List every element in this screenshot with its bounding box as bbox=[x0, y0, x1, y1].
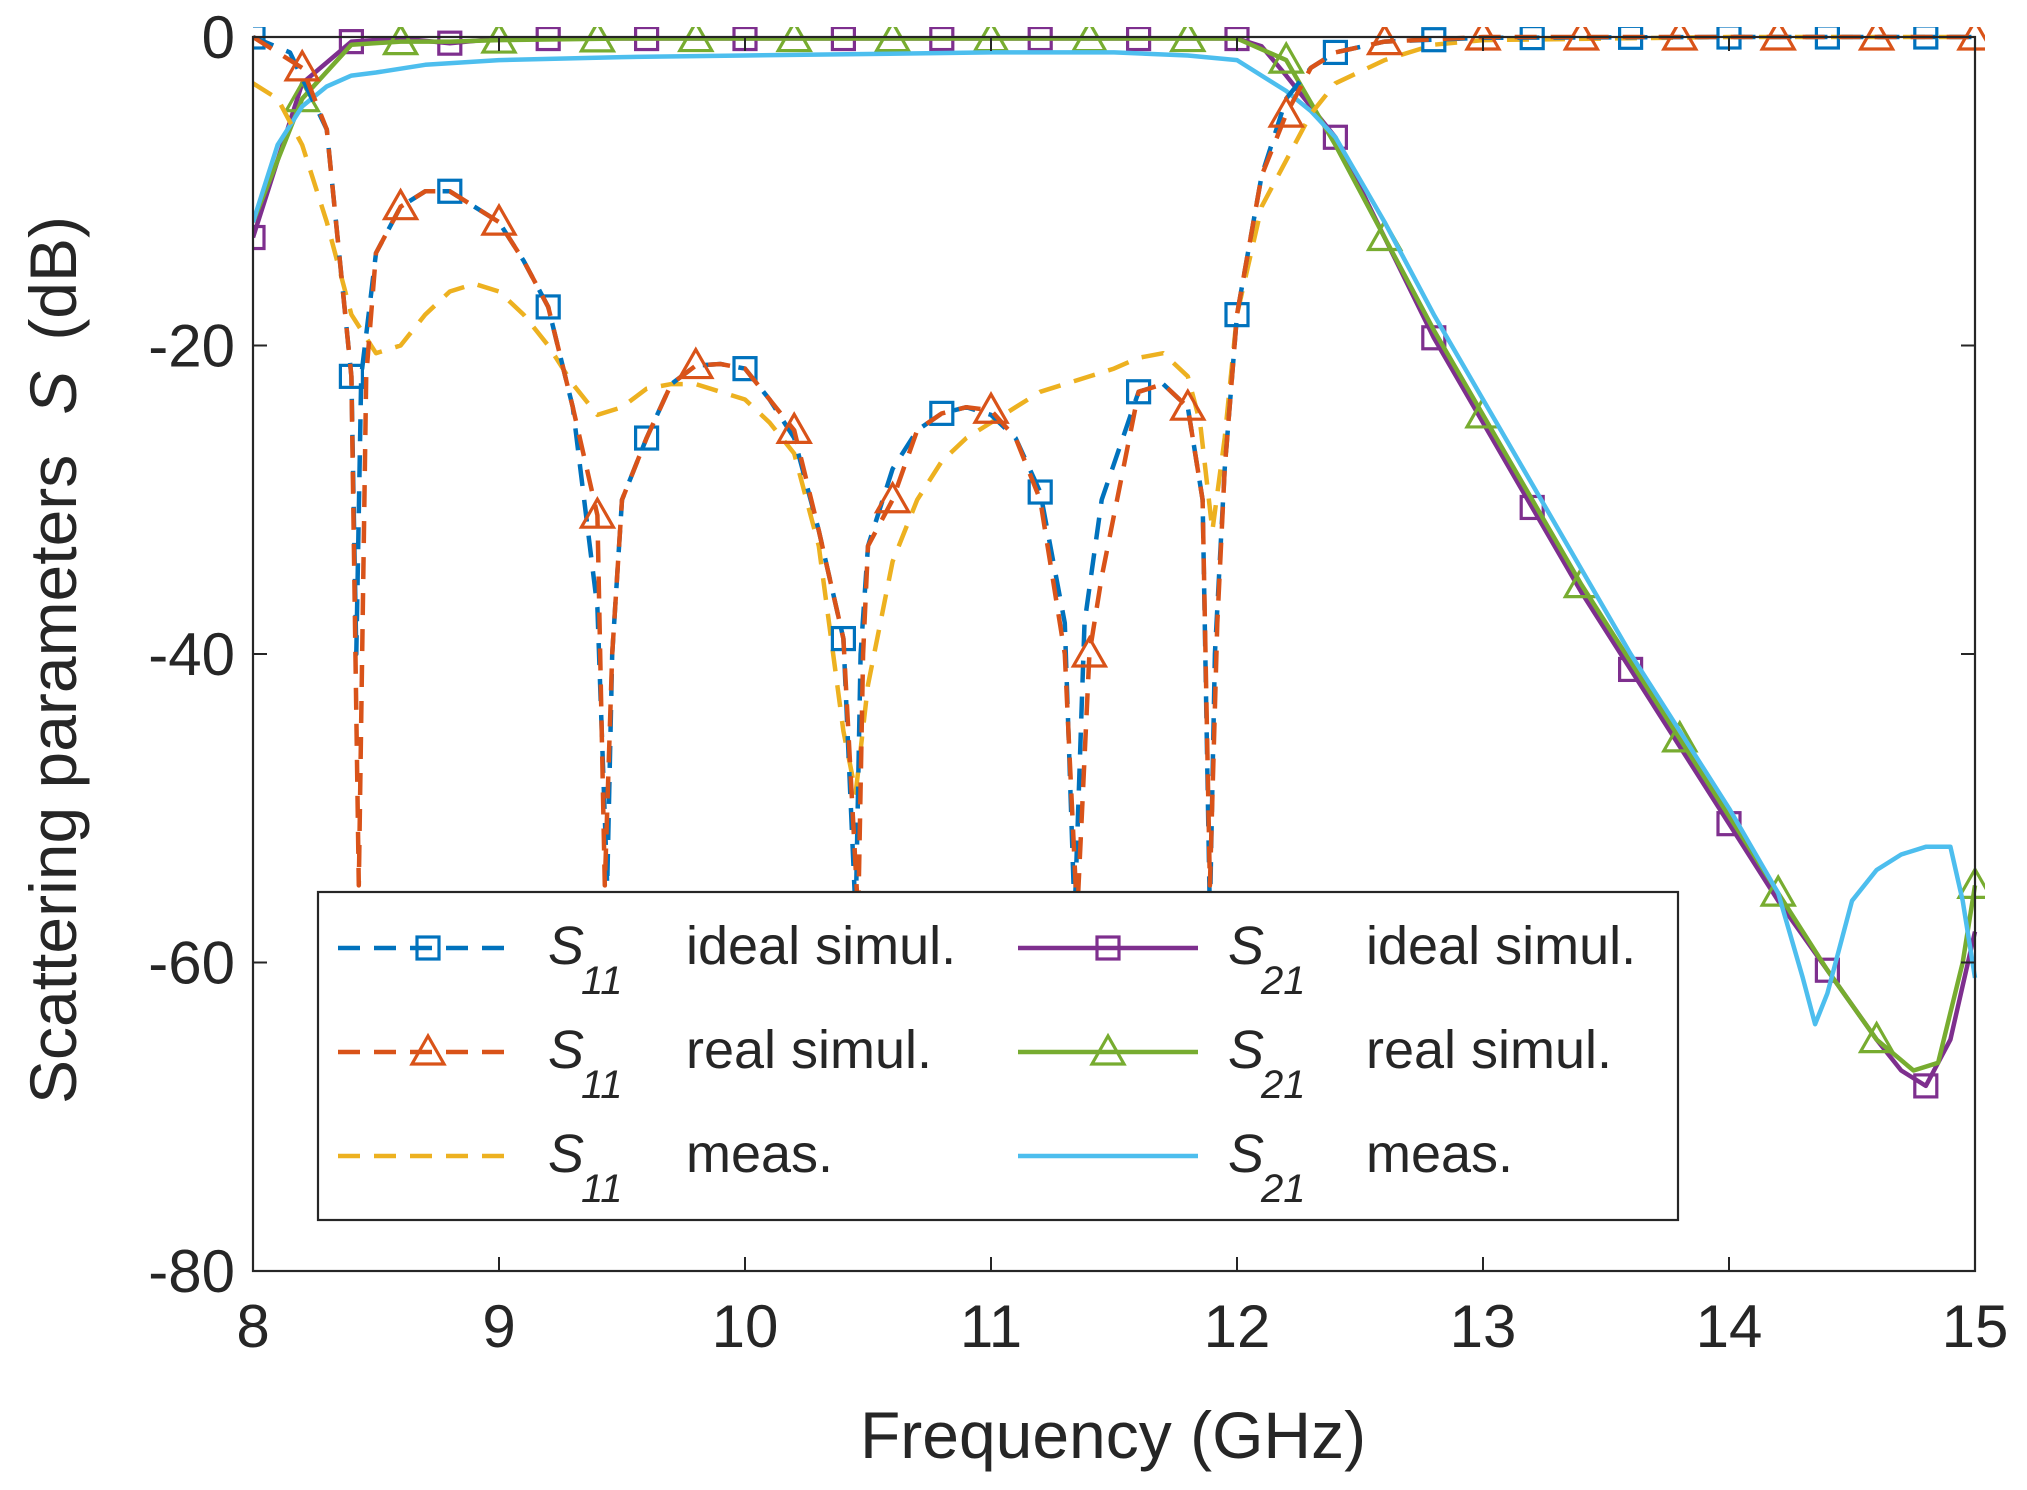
data-marker bbox=[732, 356, 758, 382]
legend-subscript: 21 bbox=[1260, 1167, 1306, 1211]
legend-entry: S21 ideal simul. bbox=[1018, 916, 1636, 1003]
data-marker bbox=[775, 411, 813, 444]
y-tick-label: -60 bbox=[148, 930, 235, 997]
x-tick-label: 13 bbox=[1450, 1293, 1517, 1360]
data-marker bbox=[1267, 94, 1305, 128]
data-marker bbox=[283, 48, 321, 82]
legend-entry: S11 meas. bbox=[338, 1124, 833, 1211]
legend-label: ideal simul. bbox=[686, 916, 956, 976]
data-marker bbox=[1857, 27, 1896, 51]
legend-symbol: S bbox=[548, 916, 584, 976]
x-axis-title: Frequency (GHz) bbox=[860, 1398, 1366, 1472]
y-axis-symbol: S bbox=[16, 371, 90, 415]
series-5 bbox=[253, 50, 1978, 1027]
data-marker bbox=[1661, 27, 1699, 51]
legend-entry: S21 meas. bbox=[1018, 1124, 1513, 1211]
data-marker bbox=[1562, 27, 1601, 51]
legend-symbol: S bbox=[1228, 1124, 1264, 1184]
series-layer bbox=[253, 27, 1985, 1099]
data-marker bbox=[1070, 634, 1109, 668]
data-marker bbox=[535, 294, 561, 320]
svg-text:Scattering parametersS(dB): Scattering parameters S (dB) bbox=[16, 216, 90, 1104]
x-tick-label: 12 bbox=[1204, 1293, 1271, 1360]
data-marker bbox=[677, 346, 715, 380]
data-marker bbox=[381, 187, 420, 221]
data-marker bbox=[480, 202, 518, 236]
legend-subscript: 11 bbox=[581, 1063, 623, 1107]
x-tick-label: 11 bbox=[960, 1293, 1022, 1360]
legend-marker bbox=[415, 935, 441, 961]
data-marker bbox=[929, 400, 955, 426]
legend-label: ideal simul. bbox=[1366, 916, 1636, 976]
data-marker bbox=[578, 495, 617, 529]
data-marker bbox=[381, 27, 420, 56]
x-tick-label: 14 bbox=[1696, 1293, 1763, 1360]
y-tick-label: -20 bbox=[148, 313, 235, 380]
legend-entry: S11 ideal simul. bbox=[338, 916, 956, 1003]
legend-label: real simul. bbox=[1366, 1020, 1612, 1080]
y-tick-label: -40 bbox=[148, 621, 235, 688]
x-tick-label: 9 bbox=[482, 1293, 515, 1360]
data-marker bbox=[1759, 873, 1797, 907]
series-line bbox=[253, 34, 1975, 919]
series-line bbox=[253, 50, 1978, 1027]
legend-box bbox=[316, 890, 1680, 1222]
y-axis-title: Scattering parameters S (dB) bbox=[16, 216, 90, 1104]
y-axis-unit: (dB) bbox=[16, 216, 90, 341]
legend-symbol: S bbox=[548, 1020, 584, 1080]
legend-symbol: S bbox=[548, 1124, 584, 1184]
series-2 bbox=[253, 34, 1975, 796]
data-marker bbox=[437, 178, 463, 204]
legend-label: meas. bbox=[1366, 1124, 1513, 1184]
data-marker bbox=[253, 224, 266, 251]
legend-marker bbox=[1095, 935, 1121, 961]
legend-entry: S11 real simul. bbox=[338, 1020, 932, 1107]
y-tick-label: -80 bbox=[148, 1238, 235, 1305]
legend-label: meas. bbox=[686, 1124, 833, 1184]
x-tick-label: 15 bbox=[1942, 1293, 2009, 1360]
data-marker bbox=[1125, 379, 1152, 405]
data-marker bbox=[1857, 1020, 1896, 1054]
data-marker bbox=[1169, 387, 1207, 421]
legend-subscript: 21 bbox=[1260, 959, 1306, 1003]
data-marker bbox=[338, 29, 364, 55]
data-marker bbox=[1322, 39, 1349, 66]
legend-subscript: 21 bbox=[1260, 1063, 1306, 1107]
data-marker bbox=[633, 425, 660, 451]
data-marker bbox=[1267, 40, 1305, 74]
y-axis-label: Scattering parameters bbox=[16, 455, 90, 1104]
data-marker bbox=[873, 480, 912, 514]
data-marker bbox=[972, 391, 1010, 424]
data-marker bbox=[1814, 957, 1841, 983]
legend-subscript: 11 bbox=[581, 1167, 623, 1211]
legend-marker bbox=[409, 1032, 447, 1066]
data-marker bbox=[1365, 27, 1404, 56]
data-marker bbox=[1661, 719, 1699, 753]
legend-subscript: 11 bbox=[581, 959, 623, 1003]
data-marker bbox=[1913, 1073, 1939, 1099]
legend-label: real simul. bbox=[686, 1020, 932, 1080]
x-tick-label: 8 bbox=[236, 1293, 269, 1360]
series-line bbox=[253, 34, 1975, 796]
legend-symbol: S bbox=[1228, 916, 1264, 976]
axes-layer: 8 9 10 11 12 13 14 15 0 -20 -40 -60 -80 bbox=[148, 4, 2008, 1360]
legend-symbol: S bbox=[1228, 1020, 1264, 1080]
data-marker bbox=[1759, 27, 1797, 51]
data-marker bbox=[1027, 479, 1053, 505]
y-tick-label: 0 bbox=[202, 4, 235, 71]
x-tick-label: 10 bbox=[712, 1293, 779, 1360]
legend-entry: S21 real simul. bbox=[1018, 1020, 1612, 1107]
legend-marker bbox=[1089, 1032, 1127, 1066]
